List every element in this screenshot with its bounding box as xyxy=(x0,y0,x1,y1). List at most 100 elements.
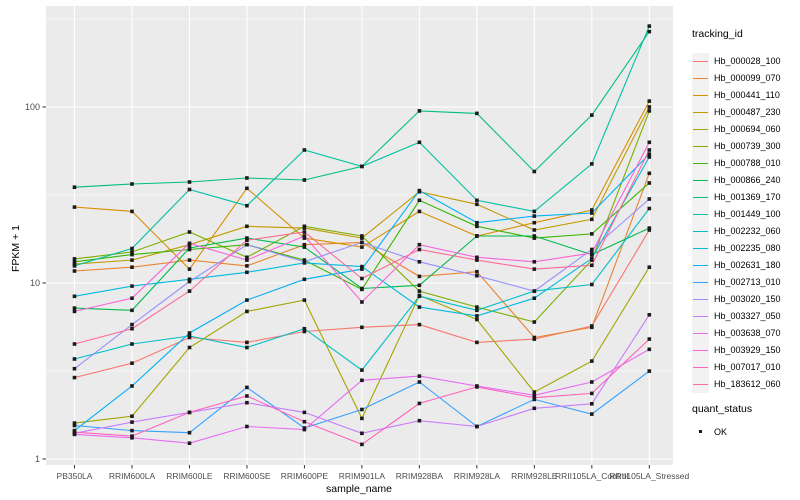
data-point xyxy=(360,264,364,269)
data-point xyxy=(475,385,479,389)
data-point xyxy=(647,228,652,232)
data-point xyxy=(360,416,364,421)
y-axis-title: FPKM + 1 xyxy=(10,225,22,272)
legend-item-label: Hb_002232_060 xyxy=(714,226,781,236)
data-point xyxy=(130,384,134,388)
legend-item-label: Hb_001369_170 xyxy=(714,192,781,202)
legend-line-swatch xyxy=(693,230,708,232)
data-point xyxy=(72,185,77,189)
data-point xyxy=(187,334,192,338)
data-point xyxy=(647,265,652,269)
data-point xyxy=(130,420,134,424)
data-point xyxy=(130,342,134,346)
data-point xyxy=(417,418,422,423)
legend-item-label: Hb_000487_230 xyxy=(714,107,781,117)
data-point xyxy=(532,214,537,218)
x-tick-label: PB350LA xyxy=(56,471,93,481)
data-point xyxy=(417,283,422,288)
data-point xyxy=(590,325,594,330)
legend-key xyxy=(692,120,709,138)
data-point xyxy=(475,258,479,262)
legend-item: Hb_000694_060 xyxy=(692,120,781,138)
data-point xyxy=(302,234,307,238)
legend-line-swatch xyxy=(693,298,708,300)
data-point xyxy=(245,176,249,180)
data-point xyxy=(360,378,364,383)
y-tick-label: 1 xyxy=(34,453,40,464)
y-tick-label: 10 xyxy=(29,277,40,288)
legend-item: Hb_003327_050 xyxy=(692,307,781,325)
data-point xyxy=(187,267,192,271)
data-point xyxy=(590,208,594,212)
data-point xyxy=(187,180,192,184)
x-tick-label: RRIM901LA xyxy=(338,471,386,481)
data-point xyxy=(302,419,307,424)
data-point xyxy=(245,258,249,262)
data-point xyxy=(187,279,192,284)
data-point xyxy=(302,298,307,302)
data-point xyxy=(72,342,77,346)
legend-key xyxy=(692,375,709,393)
data-point xyxy=(245,203,249,208)
legend-item-label: Hb_001449_100 xyxy=(714,209,781,219)
legend-line-swatch xyxy=(693,213,708,215)
legend-item-label: Hb_007017_010 xyxy=(714,362,781,372)
data-point xyxy=(302,242,307,247)
legend-key xyxy=(692,341,709,359)
legend-title-quant-status: quant_status xyxy=(692,403,753,415)
legend-item: Hb_002713_010 xyxy=(692,273,781,291)
data-point xyxy=(417,274,422,279)
data-point xyxy=(187,277,192,282)
data-point xyxy=(187,430,192,435)
legend-key xyxy=(692,69,709,87)
data-point xyxy=(187,246,192,250)
data-point xyxy=(130,308,134,313)
legend-line-swatch xyxy=(693,315,708,317)
legend-line-swatch xyxy=(693,349,708,351)
x-tick-label: RRIM600LA xyxy=(108,471,156,481)
data-point xyxy=(360,368,364,372)
data-point xyxy=(130,322,134,327)
data-point xyxy=(647,105,652,109)
data-point xyxy=(417,198,422,203)
data-point xyxy=(417,247,422,252)
data-point xyxy=(590,380,594,384)
legend-line-swatch xyxy=(693,196,708,198)
data-point xyxy=(475,424,479,429)
data-point xyxy=(360,325,364,330)
data-point xyxy=(475,317,479,322)
legend-item-label: Hb_183612_060 xyxy=(714,379,781,389)
legend-line-swatch xyxy=(693,94,708,96)
data-point xyxy=(475,202,479,207)
legend-key xyxy=(692,290,709,308)
data-point xyxy=(187,410,192,415)
data-point xyxy=(245,345,249,350)
legend-item-label: Hb_002235_080 xyxy=(714,243,781,253)
x-tick-label: RRIM600SE xyxy=(223,471,271,481)
data-point xyxy=(72,432,77,437)
data-point xyxy=(245,238,249,242)
data-point xyxy=(532,228,537,232)
data-point xyxy=(532,395,537,400)
legend-key xyxy=(692,222,709,240)
data-point xyxy=(72,309,77,314)
legend-item-label: Hb_000866_240 xyxy=(714,175,781,185)
legend-line-swatch xyxy=(693,128,708,130)
data-point xyxy=(590,247,594,252)
data-point xyxy=(647,347,652,352)
legend-item: Hb_002232_060 xyxy=(692,222,781,240)
data-point xyxy=(417,380,422,384)
data-point xyxy=(532,335,537,340)
data-point xyxy=(245,340,249,345)
x-tick-label: RRIM600PE xyxy=(280,471,329,481)
legend-item-label: Hb_000788_010 xyxy=(714,158,781,168)
data-point xyxy=(130,182,134,186)
legend-item-label: Hb_003638_070 xyxy=(714,328,781,338)
data-point xyxy=(187,230,192,234)
data-point xyxy=(302,148,307,152)
data-point xyxy=(360,407,364,412)
legend-key xyxy=(692,324,709,342)
data-point xyxy=(302,427,307,432)
data-point xyxy=(590,263,594,268)
